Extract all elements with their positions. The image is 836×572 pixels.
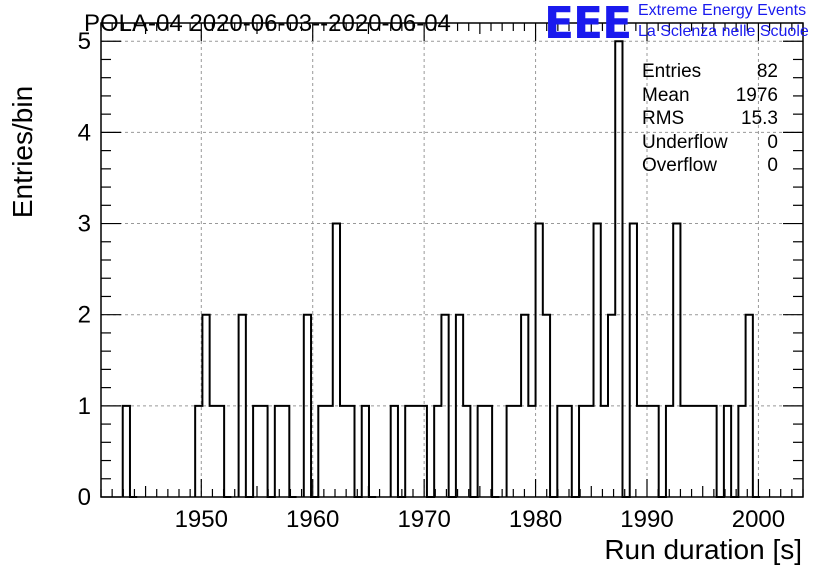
- histogram-series: [121, 40, 761, 498]
- stat-value: 0: [767, 131, 778, 153]
- stat-row-rms: RMS 15.3: [642, 107, 778, 131]
- stat-label: Entries: [642, 61, 702, 82]
- y-axis-label: Entries/bin: [7, 85, 38, 219]
- x-tick-label: 1970: [397, 506, 450, 533]
- stat-row-overflow: Overflow 0: [642, 154, 778, 178]
- y-axis-label-box: Entries/bin: [7, 86, 38, 218]
- logo-text-line1: Extreme Energy Events: [638, 2, 807, 19]
- y-tick-label: 0: [78, 484, 91, 511]
- x-tick-label: 1990: [620, 506, 673, 533]
- stat-row-entries: Entries 82: [642, 60, 778, 84]
- stat-label: Mean: [642, 84, 690, 106]
- y-tick-label: 1: [78, 393, 91, 420]
- stat-value: 0: [767, 155, 778, 176]
- stat-value: 82: [756, 61, 778, 82]
- x-tick-label: 1980: [509, 506, 562, 533]
- axis-ticks: [100, 22, 804, 498]
- stat-value: 15.3: [741, 108, 778, 129]
- y-tick-label: 2: [78, 302, 91, 329]
- y-tick-label: 3: [78, 211, 91, 238]
- stat-row-mean: Mean 1976: [642, 84, 778, 108]
- stat-row-underflow: Underflow 0: [642, 131, 778, 155]
- y-tick-label: 5: [78, 28, 91, 55]
- x-tick-label: 2000: [732, 506, 785, 533]
- stat-label: Overflow: [642, 155, 717, 176]
- x-tick-label: 1960: [286, 506, 339, 533]
- eee-logo: EEE: [544, 0, 632, 49]
- x-axis-label: Run duration [s]: [604, 534, 802, 565]
- logo-text-line2: La Scienza nelle Scuole: [638, 23, 809, 40]
- chart-title: POLA-04 2020-06-03--2020-06-04: [84, 10, 451, 37]
- stat-label: RMS: [642, 108, 685, 129]
- stats-box: Entries 82 Mean 1976 RMS 15.3 Underflow …: [642, 60, 778, 178]
- y-tick-label: 4: [78, 119, 91, 146]
- stat-value: 1976: [735, 84, 778, 106]
- x-tick-label: 1950: [175, 506, 228, 533]
- stat-label: Underflow: [642, 131, 728, 153]
